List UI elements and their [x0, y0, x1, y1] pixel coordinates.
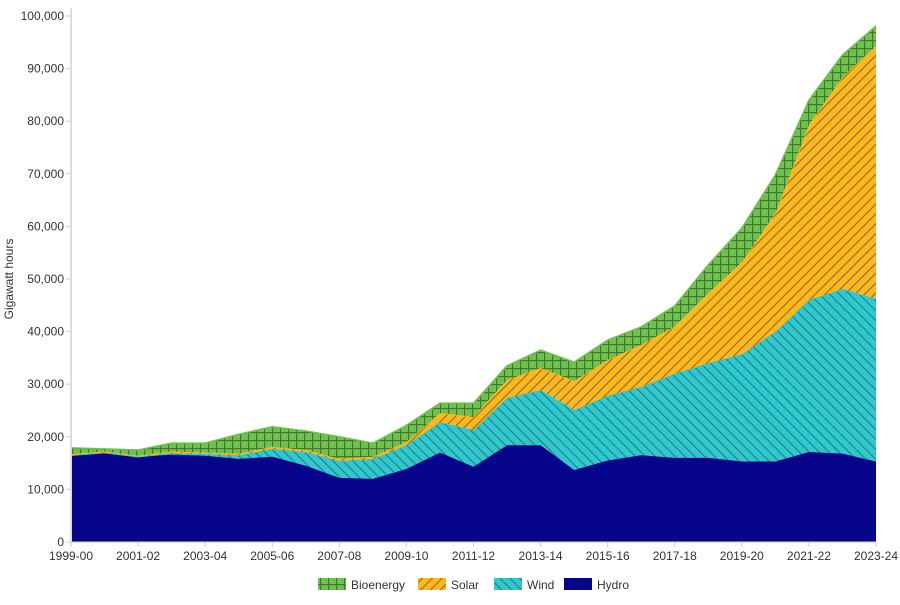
y-tick-label: 50,000	[27, 272, 64, 286]
area-solar	[71, 45, 876, 461]
legend-swatch	[318, 578, 346, 590]
y-tick-label: 0	[57, 535, 64, 549]
area-wind	[71, 288, 876, 479]
x-tick-label: 2011-12	[452, 549, 495, 563]
y-tick-label: 30,000	[27, 377, 64, 391]
y-tick-label: 40,000	[27, 325, 64, 339]
legend-item-hydro[interactable]: Hydro	[564, 578, 629, 592]
x-tick-label: 2007-08	[317, 549, 361, 563]
y-tick-label: 80,000	[27, 114, 64, 128]
y-tick-label: 20,000	[27, 430, 64, 444]
legend-label: Bioenergy	[351, 578, 405, 592]
legend-item-solar[interactable]: Solar	[418, 578, 479, 592]
x-tick-label: 2017-18	[653, 549, 697, 563]
x-tick-label: 2021-22	[787, 549, 831, 563]
legend-swatch	[494, 578, 522, 590]
legend-item-wind[interactable]: Wind	[494, 578, 554, 592]
x-tick-label: 2019-20	[720, 549, 764, 563]
x-tick-label: 2003-04	[183, 549, 227, 563]
y-tick-label: 60,000	[27, 219, 64, 233]
x-tick-label: 2023-24	[854, 549, 898, 563]
area-series-group	[70, 25, 877, 542]
x-tick-label: 1999-00	[49, 549, 93, 563]
area-edge-bioenergy	[70, 25, 877, 451]
legend-label: Solar	[451, 578, 479, 592]
y-axis-ticks: 0 10,000 20,000 30,000 40,000 50,000 60,000 70,…	[21, 9, 71, 549]
y-tick-label: 100,000	[21, 9, 65, 23]
legend-label: Wind	[527, 578, 554, 592]
legend-swatch	[418, 578, 446, 590]
x-tick-label: 2005-06	[250, 549, 294, 563]
x-tick-label: 2015-16	[586, 549, 630, 563]
y-tick-label: 10,000	[27, 482, 64, 496]
legend-item-bioenergy[interactable]: Bioenergy	[318, 578, 405, 592]
legend-swatch	[564, 578, 592, 590]
x-tick-label: 2009-10	[384, 549, 428, 563]
legend: Bioenergy Solar Wind Hydro	[318, 578, 629, 592]
y-tick-label: 70,000	[27, 167, 64, 181]
y-axis-label: Gigawatt hours	[2, 239, 16, 320]
x-tick-label: 2013-14	[519, 549, 563, 563]
area-hydro	[71, 445, 876, 542]
x-tick-label: 2001-02	[116, 549, 160, 563]
x-axis-ticks: 1999-00 2001-02 2003-04 2005-06 2007-08 2009-…	[49, 542, 898, 563]
y-tick-label: 90,000	[27, 62, 64, 76]
legend-label: Hydro	[597, 578, 629, 592]
